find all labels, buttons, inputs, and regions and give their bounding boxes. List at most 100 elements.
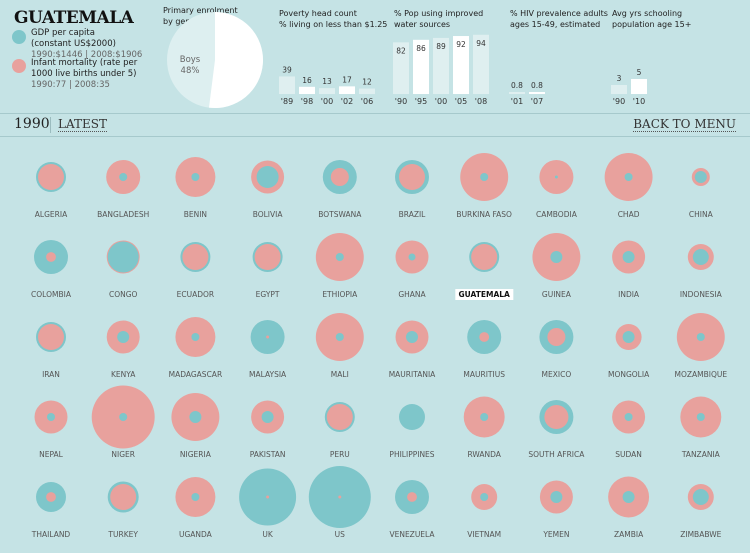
- country-label[interactable]: PAKISTAN: [249, 450, 286, 459]
- mortality-circle: [38, 164, 64, 190]
- country-label[interactable]: THAILAND: [31, 530, 71, 539]
- country-label[interactable]: BENIN: [183, 210, 208, 219]
- country-label[interactable]: YEMEN: [543, 530, 570, 539]
- mortality-circle: [407, 492, 417, 502]
- country-label[interactable]: INDONESIA: [679, 290, 722, 299]
- gdp-circle: [335, 332, 344, 342]
- country-label[interactable]: PERU: [329, 450, 350, 459]
- country-label[interactable]: SUDAN: [615, 450, 642, 459]
- country-label[interactable]: ECUADOR: [176, 290, 215, 299]
- poverty-title-line1: Poverty head count: [279, 9, 357, 18]
- country-label[interactable]: BANGLADESH: [97, 210, 150, 219]
- gdp-circle: [189, 411, 202, 423]
- country-label[interactable]: MONGOLIA: [607, 370, 650, 379]
- water-value-label: 82: [396, 46, 406, 55]
- country-label[interactable]: UK: [262, 530, 273, 539]
- country-label[interactable]: ALGERIA: [34, 210, 68, 219]
- gdp-circle: [261, 411, 274, 423]
- country-label[interactable]: GUATEMALA: [455, 289, 513, 300]
- country-label[interactable]: CHAD: [617, 210, 640, 219]
- country-label[interactable]: TANZANIA: [681, 450, 720, 459]
- country-label[interactable]: CONGO: [108, 290, 138, 299]
- year-1990-tab[interactable]: 1990: [14, 116, 50, 132]
- water-year-label: '95: [415, 97, 427, 106]
- country-label[interactable]: UGANDA: [178, 530, 212, 539]
- country-label[interactable]: EGYPT: [255, 290, 280, 299]
- country-label[interactable]: NEPAL: [39, 450, 63, 459]
- country-label[interactable]: MADAGASCAR: [168, 370, 223, 379]
- country-label[interactable]: MEXICO: [541, 370, 572, 379]
- country-label[interactable]: INDIA: [618, 290, 640, 299]
- country-label[interactable]: BRAZIL: [398, 210, 426, 219]
- country-label[interactable]: NIGERIA: [179, 450, 211, 459]
- country-label[interactable]: KENYA: [110, 370, 136, 379]
- country-label[interactable]: SOUTH AFRICA: [528, 450, 585, 459]
- poverty-value-label: 13: [322, 77, 332, 86]
- country-label[interactable]: ETHIOPIA: [322, 290, 358, 299]
- pie-label-boys: Boys: [180, 55, 201, 65]
- gdp-circle: [399, 404, 425, 430]
- schooling-bar: [611, 85, 627, 94]
- gdp-circle: [624, 172, 633, 182]
- hiv-title-line1: % HIV prevalence adults: [510, 9, 608, 18]
- gdp-legend-icon: [12, 30, 26, 44]
- country-label[interactable]: US: [334, 530, 345, 539]
- poverty-value-label: 16: [302, 76, 312, 85]
- country-label[interactable]: GHANA: [398, 290, 426, 299]
- mortality-circle: [182, 244, 209, 270]
- schooling-chart-title: Avg yrs schooling population age 15+: [612, 9, 691, 30]
- country-label[interactable]: MALAYSIA: [249, 370, 287, 379]
- mortality-legend-values: 1990:77 | 2008:35: [31, 80, 110, 90]
- gdp-legend-values: 1990:$1446 | 2008:$1906: [31, 50, 143, 60]
- gdp-circle: [480, 172, 489, 182]
- poverty-title-line2: % living on less than $1.25: [279, 19, 388, 29]
- country-label[interactable]: NIGER: [111, 450, 135, 459]
- country-label[interactable]: BURKINA FASO: [456, 210, 512, 219]
- back-to-menu-link[interactable]: BACK TO MENU: [633, 117, 736, 132]
- gdp-circle: [117, 331, 130, 343]
- gdp-circle: [692, 489, 709, 505]
- country-label[interactable]: MAURITANIA: [388, 370, 436, 379]
- mortality-circle: [399, 164, 425, 190]
- gdp-circle: [624, 412, 633, 422]
- country-label[interactable]: TURKEY: [108, 530, 138, 539]
- country-label[interactable]: RWANDA: [467, 450, 501, 459]
- country-label[interactable]: IRAN: [42, 370, 60, 379]
- country-label[interactable]: VENEZUELA: [389, 530, 435, 539]
- gdp-circle: [191, 492, 200, 502]
- gdp-circle: [191, 332, 200, 342]
- poverty-chart-title: Poverty head count % living on less than…: [279, 9, 387, 30]
- water-year-label: '05: [455, 97, 467, 106]
- country-label[interactable]: BOLIVIA: [252, 210, 283, 219]
- latest-tab[interactable]: LATEST: [58, 117, 107, 132]
- country-label[interactable]: CHINA: [688, 210, 713, 219]
- country-label[interactable]: MALI: [330, 370, 349, 379]
- country-label[interactable]: BOTSWANA: [318, 210, 362, 219]
- hiv-chart-title: % HIV prevalence adults ages 15-49, esti…: [510, 9, 608, 30]
- country-label[interactable]: GUINEA: [541, 290, 571, 299]
- gdp-circle: [696, 412, 705, 422]
- poverty-year-label: '98: [301, 97, 313, 106]
- water-bar: [413, 39, 429, 94]
- poverty-year-label: '02: [341, 97, 353, 106]
- enrolment-title-line2: by gender: [163, 16, 204, 26]
- country-label[interactable]: ZAMBIA: [613, 530, 644, 539]
- country-label[interactable]: ZIMBABWE: [680, 530, 722, 539]
- gdp-circle: [119, 172, 128, 182]
- water-bar: [473, 34, 489, 94]
- country-label[interactable]: MOZAMBIQUE: [674, 370, 728, 379]
- mortality-circle: [46, 492, 56, 502]
- water-value-label: 92: [456, 40, 466, 49]
- water-value-label: 94: [476, 39, 486, 48]
- country-label[interactable]: VIETNAM: [467, 530, 502, 539]
- poverty-value-label: 39: [282, 65, 292, 74]
- water-year-label: '90: [395, 97, 407, 106]
- country-title: GUATEMALA: [14, 8, 134, 28]
- poverty-bar: [279, 76, 295, 94]
- mortality-circle: [330, 167, 349, 187]
- country-label[interactable]: CAMBODIA: [535, 210, 577, 219]
- country-label[interactable]: MAURITIUS: [463, 370, 505, 379]
- country-label[interactable]: COLOMBIA: [31, 290, 71, 299]
- gdp-circle: [696, 332, 705, 342]
- country-label[interactable]: PHILIPPINES: [389, 450, 435, 459]
